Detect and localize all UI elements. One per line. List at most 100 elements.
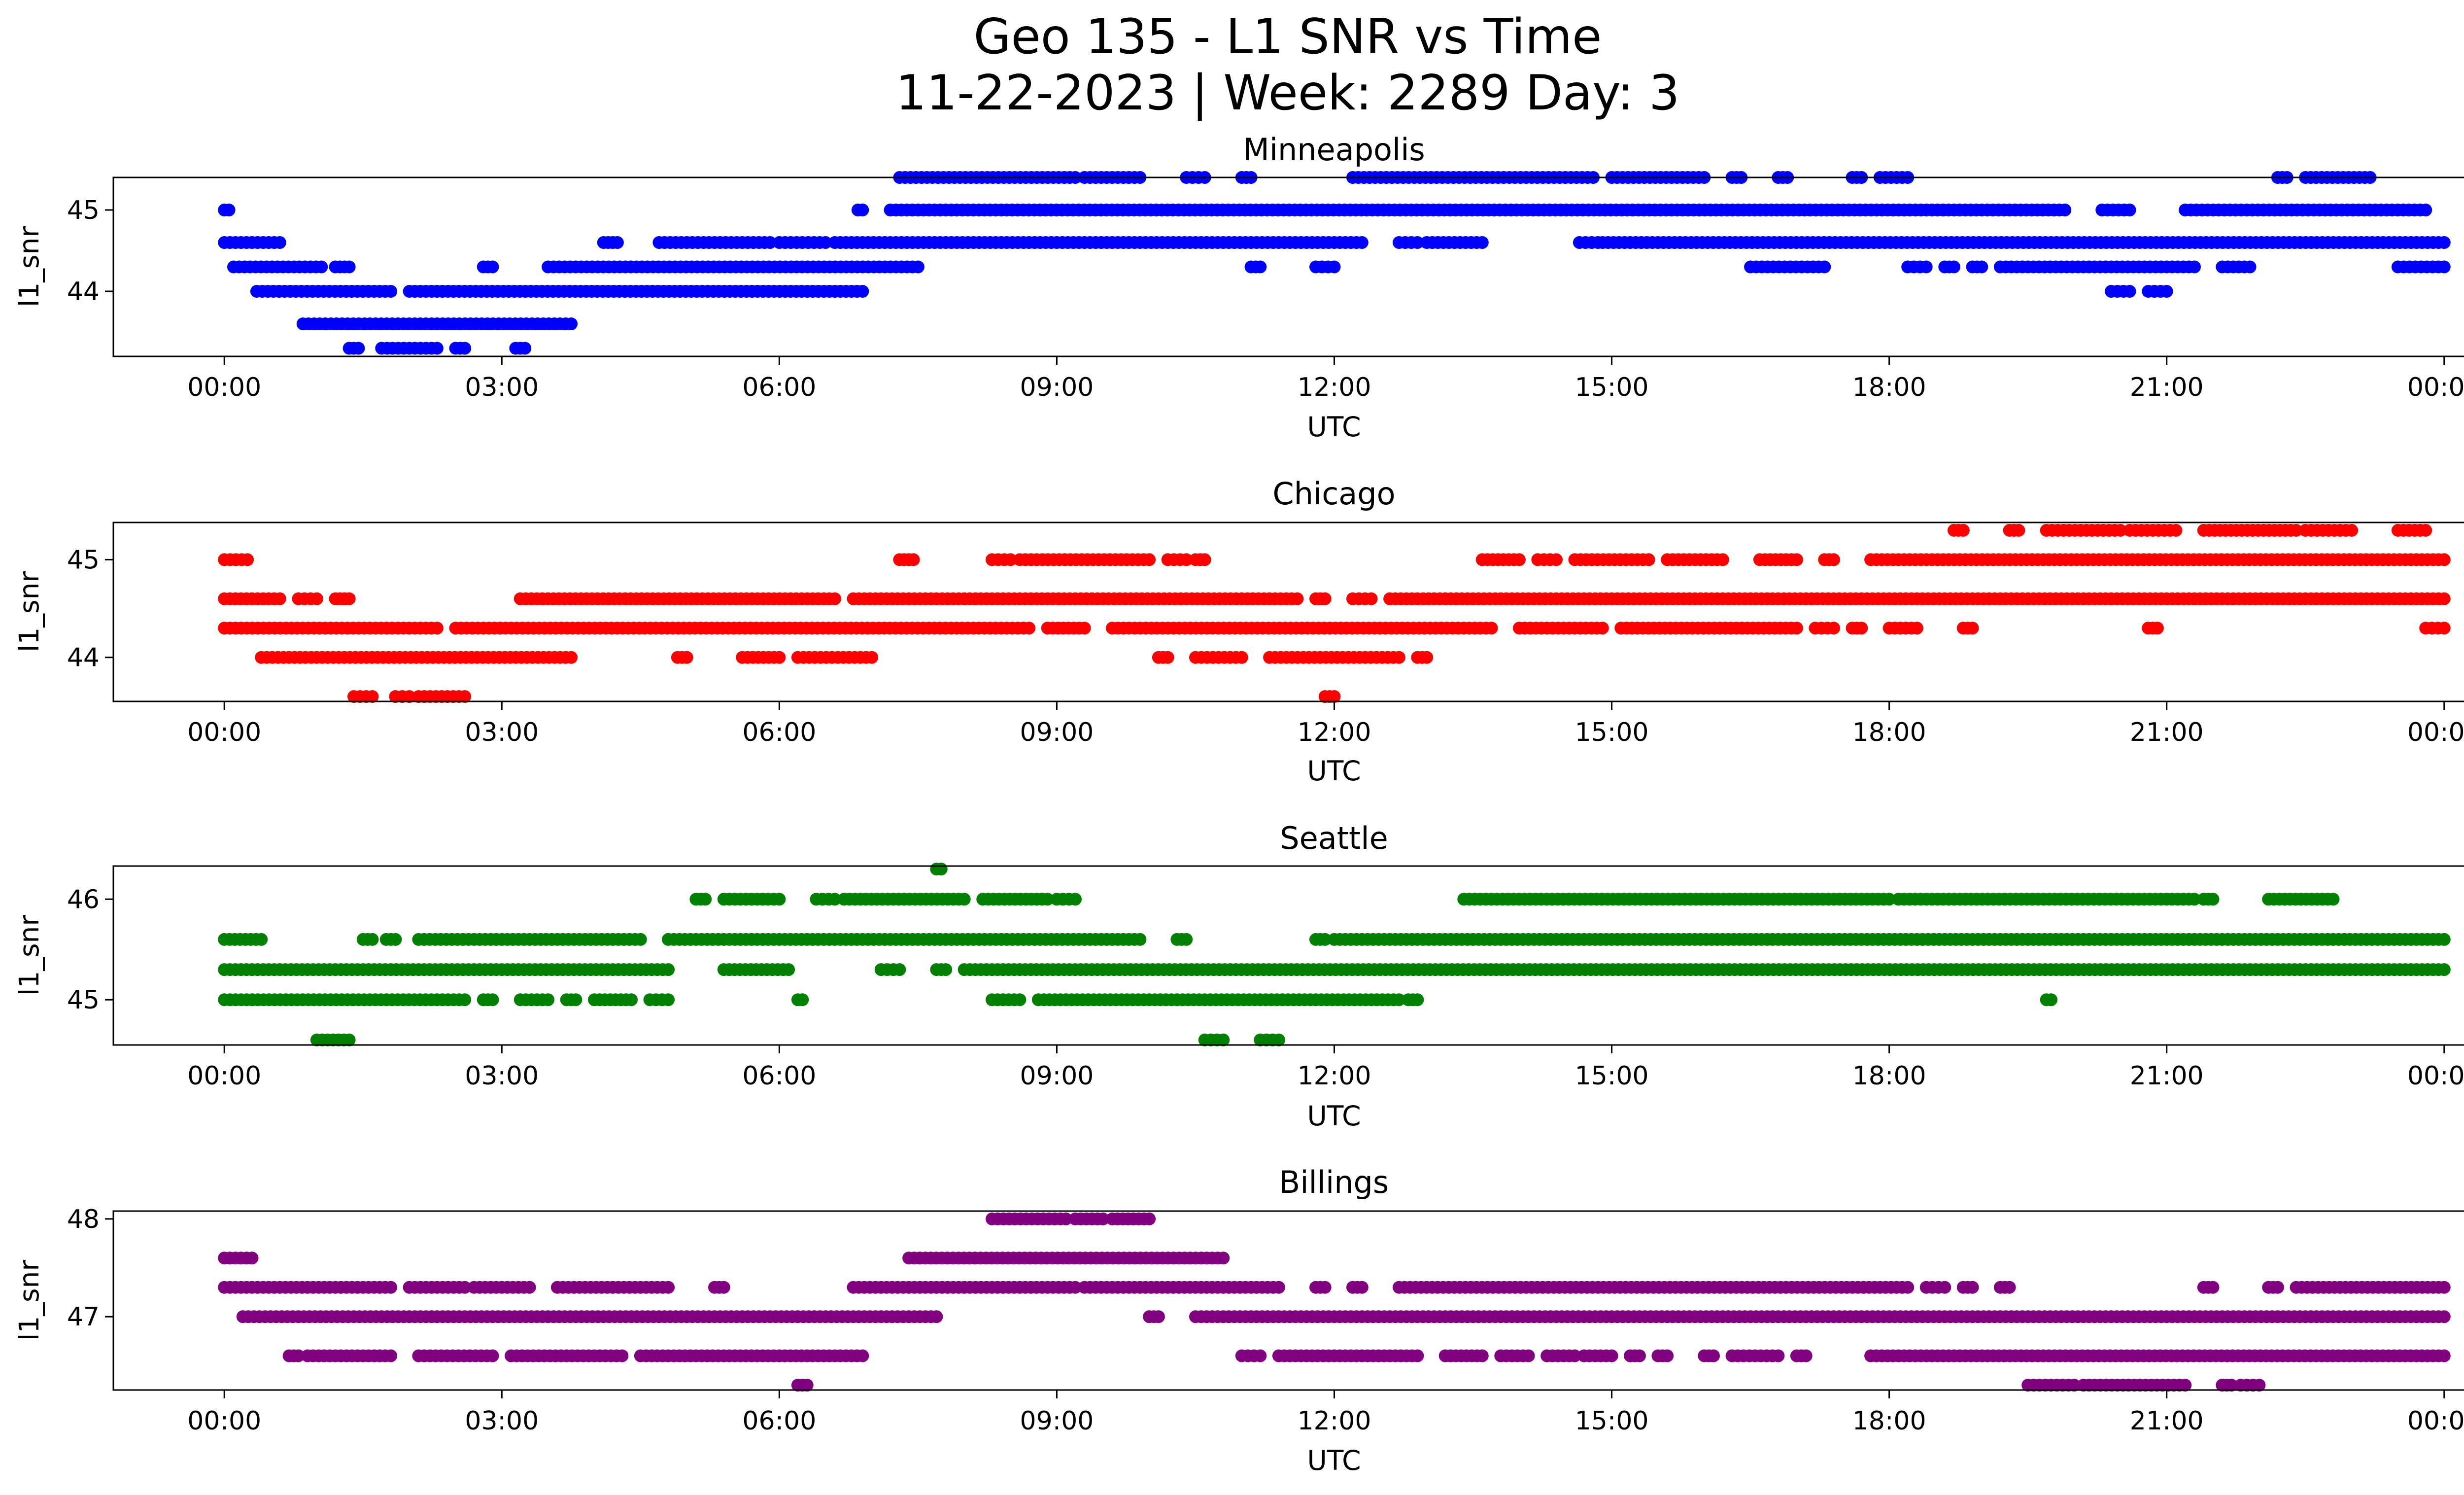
point-chicago-0-8-13 [1642, 553, 1655, 566]
point-seattle-3-6-1 [796, 993, 809, 1007]
x-tick-label-chicago-7: 21:00 [2130, 718, 2204, 747]
x-axis-label-minneapolis: UTC [1307, 411, 1361, 443]
point-seattle-2-3-2 [939, 963, 953, 976]
point-minneapolis-5-1-10 [430, 342, 444, 355]
x-tick-label-chicago-8: 00:00 [2407, 718, 2464, 747]
point-chicago-3-5-8 [1235, 651, 1248, 664]
point-minneapolis-2-9-2 [1975, 260, 1988, 274]
panel-title-minneapolis: Minneapolis [1243, 132, 1425, 168]
figure-title-line1: Geo 135 - L1 SNR vs Time [974, 9, 1602, 65]
point-minneapolis-1-2-20 [763, 236, 777, 249]
point-minneapolis-5-3-2 [518, 342, 532, 355]
point-seattle-0-8-2 [2206, 893, 2220, 906]
point-chicago-0-12-103 [2437, 553, 2451, 566]
point-minneapolis-0-3-5 [2123, 204, 2136, 216]
point-seattle-3-1-2 [486, 993, 499, 1007]
point-chicago-5-3-8 [2169, 523, 2183, 537]
point-minneapolis-3-2-3 [2123, 285, 2136, 298]
point-chicago-1-6-3 [1365, 592, 1378, 605]
point-billings-0-2-7 [1143, 1212, 1156, 1225]
point-minneapolis-3-3-3 [2160, 285, 2173, 298]
y-axis-label-minneapolis: l1_snr [13, 226, 45, 307]
point-minneapolis-4-0-48 [565, 317, 578, 330]
x-tick-label-billings-3: 09:00 [1020, 1406, 1094, 1436]
panel-minneapolis: Minneapolis 00:00 03:00 06:00 09:00 12:00 15:… [13, 132, 2464, 443]
x-tick-label-minneapolis-8: 00:00 [2407, 373, 2464, 402]
x-tick-label-billings-5: 15:00 [1575, 1406, 1649, 1436]
point-minneapolis-3-1-82 [856, 285, 869, 298]
point-minneapolis-2-11-5 [2243, 260, 2257, 274]
y-tick-label-seattle-1: 46 [67, 885, 100, 914]
scatter-points-minneapolis [218, 171, 2451, 355]
point-billings-4-5-3 [1254, 1349, 1267, 1362]
point-minneapolis-2-10-35 [2188, 260, 2201, 274]
point-seattle-1-4-85 [1133, 933, 1147, 946]
x-tick-label-billings-6: 18:00 [1852, 1406, 1926, 1436]
x-tick-label-billings-7: 21:00 [2130, 1406, 2204, 1436]
point-chicago-2-10-2 [2151, 622, 2164, 635]
point-billings-1-0-5 [245, 1252, 259, 1265]
x-tick-label-minneapolis-4: 12:00 [1298, 373, 1371, 402]
point-billings-4-3-20 [616, 1349, 629, 1362]
point-billings-4-12-2 [1661, 1349, 1674, 1362]
point-minneapolis-0-0-1 [222, 204, 236, 216]
point-seattle-0-0-2 [699, 893, 712, 906]
point-chicago-1-0-10 [273, 592, 286, 605]
point-chicago-2-5-32 [1790, 622, 1803, 635]
panel-chicago: Chicago 00:00 03:00 06:00 09:00 12:00 15:00 18… [13, 476, 2464, 787]
point-billings-4-15-2 [1799, 1349, 1813, 1362]
figure-title-line2: 11-22-2023 | Week: 2289 Day: 3 [896, 65, 1680, 121]
point-chicago-2-7-2 [1855, 622, 1868, 635]
x-tick-label-minneapolis-1: 03:00 [465, 373, 539, 402]
point-billings-4-16-103 [2437, 1349, 2451, 1362]
point-billings-4-6-25 [1411, 1349, 1424, 1362]
point-chicago-5-6-5 [2419, 523, 2432, 537]
point-billings-4-8-5 [1522, 1349, 1535, 1362]
point-billings-1-1-57 [1217, 1252, 1230, 1265]
point-seattle-0-3-22 [958, 893, 971, 906]
x-tick-label-billings-4: 12:00 [1298, 1406, 1371, 1436]
point-billings-2-9-92 [1901, 1281, 1915, 1294]
point-chicago-2-11-3 [2437, 622, 2451, 635]
point-chicago-3-4-2 [1161, 651, 1174, 664]
x-tick-label-billings-2: 06:00 [742, 1406, 816, 1436]
y-tick-label-chicago-0: 44 [67, 643, 100, 673]
point-billings-2-13-2 [2206, 1281, 2220, 1294]
x-tick-label-seattle-6: 18:00 [1852, 1061, 1926, 1091]
point-minneapolis-1-4-95 [1355, 236, 1369, 249]
point-minneapolis-3-0-24 [384, 285, 398, 298]
x-tick-label-billings-0: 00:00 [187, 1406, 261, 1436]
x-tick-label-minneapolis-7: 21:00 [2130, 373, 2204, 402]
point-seattle-3-7-5 [1013, 993, 1027, 1007]
point-chicago-0-11-2 [1827, 553, 1840, 566]
point-billings-2-2-10 [523, 1281, 536, 1294]
point-billings-4-2-13 [486, 1349, 499, 1362]
point-seattle-3-9-2 [1411, 993, 1424, 1007]
point-chicago-3-3-13 [865, 651, 879, 664]
point-chicago-2-4-15 [1596, 622, 1609, 635]
point-minneapolis-1-8-152 [2437, 236, 2451, 249]
point-seattle-0-5-3 [1069, 893, 1082, 906]
y-tick-label-minneapolis-1: 45 [67, 196, 100, 225]
point-minneapolis-5-0-2 [352, 342, 365, 355]
y-axis-label-seattle: l1_snr [13, 915, 45, 996]
point-chicago-3-0-56 [565, 651, 578, 664]
point-seattle-3-2-5 [542, 993, 555, 1007]
point-chicago-2-9-2 [1966, 622, 1979, 635]
point-billings-3-2-225 [2437, 1310, 2451, 1323]
point-billings-3-1-2 [1152, 1310, 1165, 1323]
x-tick-label-seattle-7: 21:00 [2130, 1061, 2204, 1091]
y-tick-label-seattle-0: 45 [67, 985, 100, 1015]
point-chicago-5-5-8 [2345, 523, 2359, 537]
point-chicago-0-10-7 [1790, 553, 1803, 566]
point-seattle-2-2-3 [893, 963, 906, 976]
point-billings-2-3-20 [662, 1281, 675, 1294]
point-seattle-0-9-12 [2327, 893, 2340, 906]
x-tick-label-seattle-1: 03:00 [465, 1061, 539, 1091]
point-minneapolis-2-1-3 [342, 260, 356, 274]
point-minneapolis-0-2-212 [2058, 204, 2072, 216]
point-seattle-0-1-10 [773, 893, 786, 906]
x-tick-label-seattle-3: 09:00 [1020, 1061, 1094, 1091]
point-minneapolis-0-1-1 [856, 204, 869, 216]
point-seattle-3-3-2 [569, 993, 582, 1007]
